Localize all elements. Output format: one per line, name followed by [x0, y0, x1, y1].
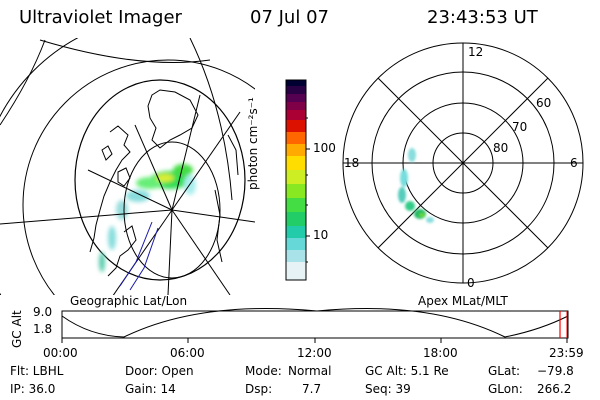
instrument-title: Ultraviolet Imager	[19, 7, 182, 28]
mode-label: Mode:	[245, 364, 282, 378]
time-tick-1200: 12:00	[297, 346, 332, 360]
glon-value: 266.2	[537, 382, 572, 396]
lat-label-60: 60	[536, 96, 552, 110]
lat-label-80: 80	[493, 141, 509, 155]
left-panel-label: Geographic Lat/Lon	[70, 294, 188, 308]
door-status: Door: Open	[125, 364, 194, 378]
time-tick-1800: 18:00	[423, 346, 458, 360]
mlt-label-0: 0	[467, 276, 475, 290]
aurora-emission-polar	[398, 148, 434, 223]
dsp-label: Dsp:	[245, 382, 273, 396]
dsp-value: 7.7	[302, 382, 322, 396]
seq-status: Seq: 39	[365, 382, 411, 396]
gain-status: Gain: 14	[125, 382, 176, 396]
colorbar	[285, 79, 310, 281]
lat-label-70: 70	[512, 120, 528, 134]
altitude-tick-9: 9.0	[33, 305, 53, 319]
mlt-label-18: 18	[344, 156, 360, 170]
glat-label: GLat:	[488, 364, 521, 378]
ip-status: IP: 36.0	[10, 382, 56, 396]
colorbar-tick-10: 10	[313, 228, 329, 242]
date-label: 07 Jul 07	[250, 7, 329, 28]
glon-label: GLon:	[488, 382, 523, 396]
colorbar-unit-label: photon cm⁻²s⁻¹	[246, 97, 260, 190]
glat-value: −79.8	[537, 364, 574, 378]
time-label: 23:43:53 UT	[427, 7, 538, 28]
aurora-emission-geo	[99, 164, 196, 272]
filter-status: Flt: LBHL	[10, 364, 64, 378]
altitude-axis-label: GC Alt	[10, 310, 24, 348]
polar-plot	[342, 42, 584, 284]
altitude-strip	[61, 307, 569, 343]
geographic-map	[0, 38, 255, 295]
mlt-label-6: 6	[570, 156, 578, 170]
time-tick-0000: 00:00	[43, 346, 78, 360]
altitude-tick-1-8: 1.8	[33, 322, 53, 336]
polar-panel-label: Apex MLat/MLT	[418, 294, 508, 308]
mode-value: Normal	[288, 364, 332, 378]
time-tick-2359: 23:59	[549, 346, 584, 360]
gc-alt-status: GC Alt: 5.1 Re	[365, 364, 449, 378]
colorbar-tick-100: 100	[313, 141, 336, 155]
mlt-label-12: 12	[468, 45, 484, 59]
time-tick-0600: 06:00	[170, 346, 205, 360]
